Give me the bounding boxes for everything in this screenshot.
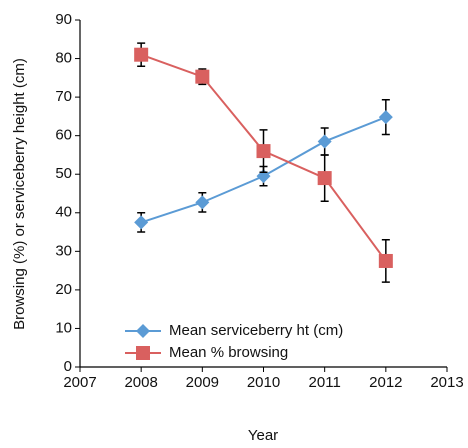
x-tick-label: 2009 <box>186 374 219 391</box>
legend-marker <box>136 346 150 360</box>
x-tick-label: 2008 <box>124 374 157 391</box>
data-point <box>195 69 210 84</box>
y-tick-label: 90 <box>55 11 72 28</box>
x-tick-label: 2011 <box>309 374 341 391</box>
y-tick-label: 0 <box>64 358 72 375</box>
data-point <box>195 195 210 210</box>
legend-label: Mean serviceberry ht (cm) <box>169 322 343 339</box>
legend-marker <box>136 324 150 338</box>
x-tick-label: 2013 <box>430 374 463 391</box>
data-point <box>134 215 149 230</box>
y-tick-label: 60 <box>55 127 72 144</box>
y-tick-label: 10 <box>55 319 72 336</box>
y-tick-label: 40 <box>55 204 72 221</box>
y-tick-label: 30 <box>55 242 72 259</box>
y-tick-label: 70 <box>55 88 72 105</box>
data-point <box>134 47 149 62</box>
x-tick-label: 2012 <box>369 374 402 391</box>
y-tick-label: 20 <box>55 281 72 298</box>
x-axis-label: Year <box>248 427 278 443</box>
y-tick-label: 50 <box>55 165 72 182</box>
legend-label: Mean % browsing <box>169 344 288 361</box>
y-axis-label: Browsing (%) or serviceberry height (cm) <box>11 58 28 330</box>
x-tick-label: 2007 <box>63 374 96 391</box>
data-point <box>317 171 332 186</box>
data-point <box>317 134 332 149</box>
data-point <box>378 110 393 125</box>
y-tick-label: 80 <box>55 50 72 67</box>
data-point <box>378 253 393 268</box>
data-point <box>256 144 271 159</box>
x-tick-label: 2010 <box>247 374 280 391</box>
